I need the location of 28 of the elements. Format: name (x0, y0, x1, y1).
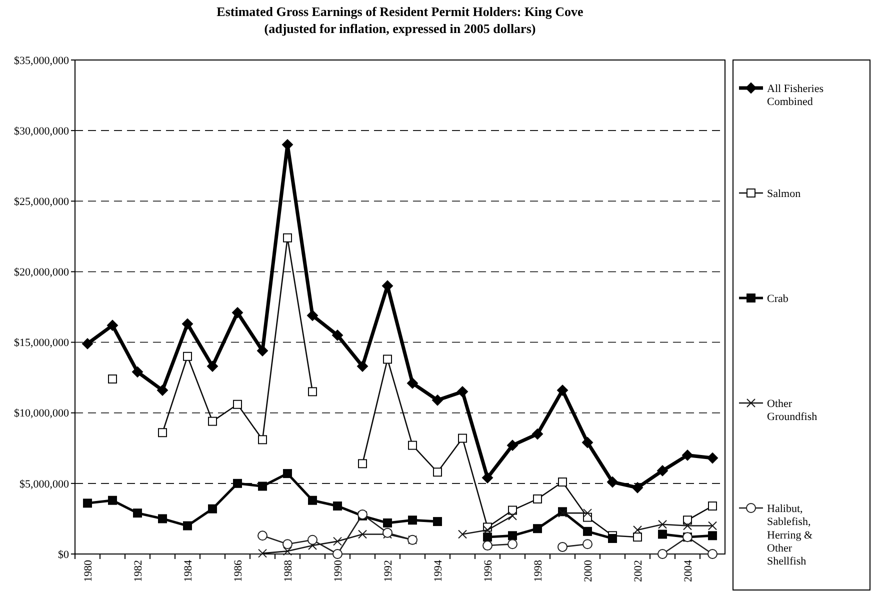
y-tick-label: $35,000,000 (14, 54, 70, 67)
y-tick-label: $10,000,000 (14, 408, 70, 420)
x-tick-label: 1988 (282, 560, 294, 582)
y-tick-label: $15,000,000 (14, 337, 70, 350)
x-tick-label: 1996 (482, 560, 494, 582)
x-tick-label: 2004 (682, 560, 694, 582)
x-tick-label: 2002 (632, 560, 644, 582)
x-tick-label: 1992 (382, 560, 394, 582)
x-tick-label: 1990 (332, 560, 344, 582)
legend-label: Halibut, Sablefish, Herring & Other Shellfish (767, 502, 813, 568)
legend-label: Other Groundfish (767, 398, 818, 424)
y-tick-label: $30,000,000 (14, 125, 70, 138)
y-tick-label: $5,000,000 (20, 478, 70, 490)
x-tick-label: 1982 (132, 560, 144, 582)
x-tick-label: 2000 (582, 560, 594, 582)
x-tick-label: 1984 (182, 560, 194, 582)
y-tick-label: $20,000,000 (14, 266, 70, 279)
legend-label: Salmon (767, 188, 802, 200)
x-tick-label: 1994 (432, 560, 444, 582)
x-tick-label: 1980 (82, 560, 94, 582)
legend-label: All Fisheries Combined (767, 82, 824, 108)
x-tick-label: 1998 (532, 560, 544, 582)
chart-title: Estimated Gross Earnings of Resident Permit Holders: King Cove (216, 4, 584, 19)
x-tick-label: 1986 (232, 560, 244, 582)
chart-subtitle: (adjusted for inflation, expressed in 2005 dollars) (264, 21, 536, 36)
y-tick-label: $25,000,000 (14, 196, 70, 208)
y-tick-label: $0 (58, 548, 70, 561)
legend-label: Crab (767, 292, 789, 305)
